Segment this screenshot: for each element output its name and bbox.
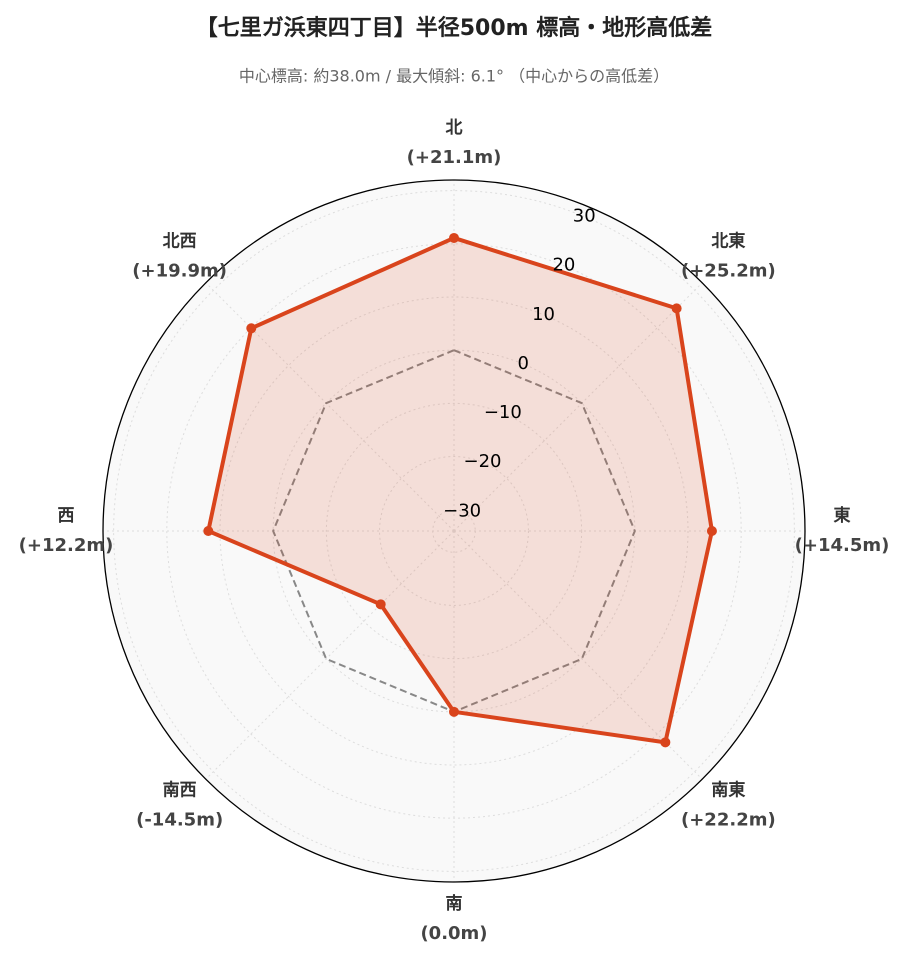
data-point — [671, 303, 682, 314]
r-tick-label: −20 — [463, 451, 501, 472]
chart-title: 【七里ガ浜東四丁目】半径500m 標高・地形高低差 — [196, 15, 713, 41]
value-label: (+12.2m) — [19, 535, 114, 556]
spoke — [453, 530, 703, 780]
grid-circle — [219, 296, 689, 766]
category-label: 北西 — [163, 232, 197, 252]
category-label: 東 — [834, 505, 851, 526]
value-label: (+25.2m) — [681, 261, 776, 282]
spoke — [205, 530, 455, 780]
data-point — [246, 323, 257, 334]
category-label: 西 — [58, 506, 75, 526]
value-label: (+14.5m) — [795, 535, 890, 556]
r-tick-label: −10 — [484, 402, 522, 423]
spoke — [453, 282, 703, 532]
value-label: (-14.5m) — [136, 809, 223, 830]
data-point — [706, 526, 717, 536]
category-label: 北東 — [711, 231, 745, 252]
plot-border — [102, 179, 806, 883]
category-label: 北 — [446, 118, 463, 138]
data-point — [660, 737, 671, 748]
r-tick-label: 20 — [552, 255, 575, 276]
spoke — [205, 282, 455, 532]
r-tick-label: −30 — [443, 500, 481, 521]
data-point — [203, 526, 214, 536]
value-label: (+19.9m) — [132, 261, 227, 282]
value-label: (0.0m) — [420, 923, 487, 944]
grid-circle — [325, 402, 583, 660]
data-point — [449, 706, 459, 717]
value-label: (+21.1m) — [407, 147, 502, 168]
category-label: 南西 — [163, 779, 197, 800]
chart-subtitle: 中心標高: 約38.0m / 最大傾斜: 6.1° （中心からの高低差） — [239, 67, 669, 86]
category-label: 南 — [446, 893, 463, 914]
data-point — [375, 599, 386, 610]
r-tick-label: 0 — [517, 353, 528, 374]
value-label: (+22.2m) — [681, 809, 776, 830]
r-tick-label: 10 — [532, 304, 555, 325]
r-tick-label: 30 — [573, 206, 596, 227]
grid-circle — [166, 243, 742, 819]
grid-circle — [379, 456, 529, 606]
data-point — [449, 232, 459, 243]
category-label: 南東 — [711, 779, 745, 800]
